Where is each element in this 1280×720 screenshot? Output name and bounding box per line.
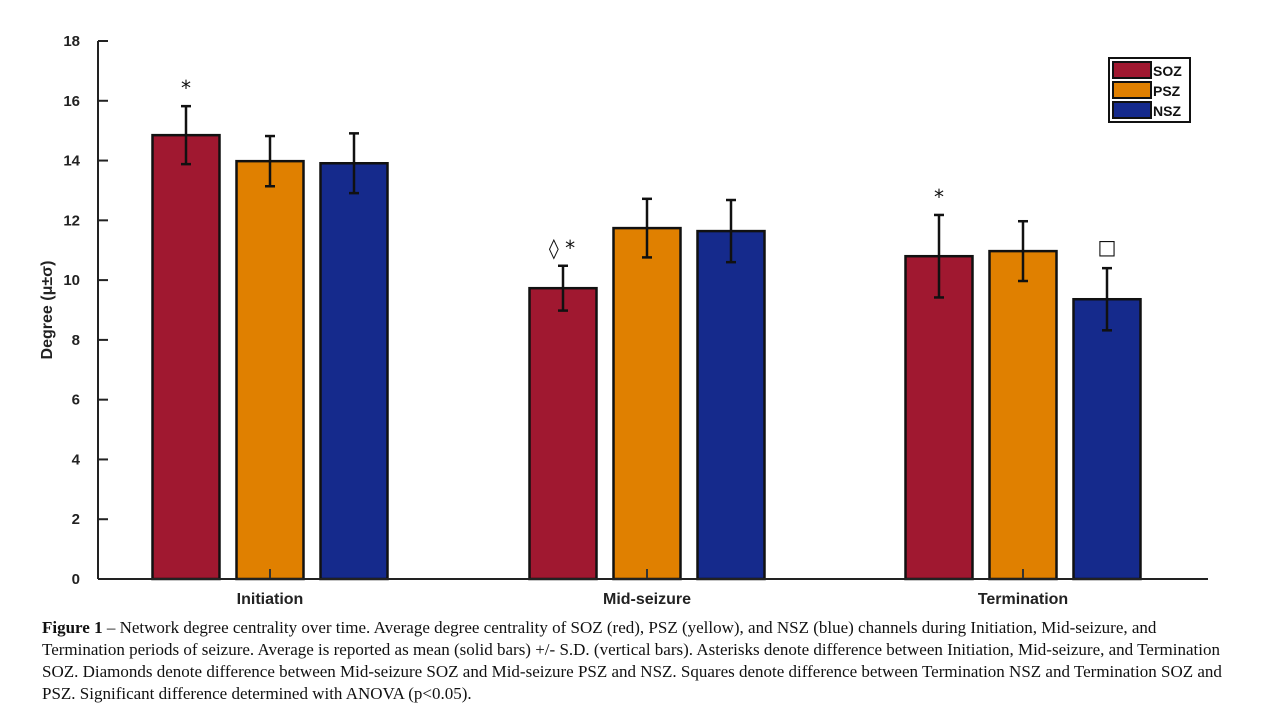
error-bar-soz-initiation [181, 104, 191, 166]
error-bar-soz-mid-seizure [558, 264, 568, 312]
error-bar-nsz-initiation [349, 132, 359, 195]
bar-soz-termination [904, 254, 974, 581]
legend: SOZ PSZ NSZ [1108, 57, 1191, 123]
bar-psz-mid-seizure [612, 226, 682, 581]
bar-soz-initiation [151, 133, 221, 581]
y-tick-label: 2 [72, 511, 80, 528]
significance-marker: ◊ * [549, 236, 575, 260]
legend-label-psz: PSZ [1153, 83, 1181, 99]
y-tick-label: 14 [63, 153, 80, 170]
x-tick-label: Mid-seizure [603, 591, 691, 608]
bar-soz-mid-seizure [528, 286, 598, 581]
figure-caption: Figure 1 – Network degree centrality ove… [42, 617, 1242, 705]
y-tick-label: 0 [72, 571, 80, 588]
y-tick-label: 8 [72, 332, 80, 349]
y-axis-label: Degree (μ±σ) [39, 261, 56, 360]
bar-psz-initiation [235, 159, 305, 581]
significance-marker: □ [1098, 235, 1117, 259]
error-bar-psz-mid-seizure [642, 197, 652, 259]
error-bar-nsz-mid-seizure [726, 198, 736, 264]
y-tick-label: 12 [63, 212, 80, 229]
bar-nsz-mid-seizure [696, 229, 766, 581]
y-tick-label: 10 [63, 272, 80, 289]
caption-label: Figure 1 [42, 618, 103, 637]
x-tick-label: Initiation [237, 591, 304, 608]
legend-label-nsz: NSZ [1153, 103, 1181, 119]
legend-label-soz: SOZ [1153, 63, 1182, 79]
bar-chart: Initiation Mid-seizure Termination 0 2 4 6 8 10 1… [39, 33, 1208, 608]
error-bar-psz-initiation [265, 134, 275, 188]
caption-text: – Network degree centrality over time. A… [42, 618, 1222, 703]
y-tick-label: 6 [72, 392, 80, 409]
bar-psz-termination [988, 249, 1058, 581]
y-tick-label: 18 [63, 33, 80, 50]
y-tick-label: 16 [63, 93, 80, 110]
bar-nsz-termination [1072, 297, 1142, 581]
error-bar-nsz-termination [1102, 266, 1112, 332]
legend-swatch-psz [1112, 81, 1152, 99]
y-tick-label: 4 [72, 451, 81, 468]
significance-marker: * [934, 185, 944, 209]
legend-swatch-soz [1112, 61, 1152, 79]
significance-marker: * [181, 76, 191, 100]
bar-nsz-initiation [319, 161, 389, 581]
error-bar-soz-termination [934, 213, 944, 299]
x-tick-label: Termination [978, 591, 1068, 608]
error-bar-psz-termination [1018, 219, 1028, 283]
legend-swatch-nsz [1112, 101, 1152, 119]
